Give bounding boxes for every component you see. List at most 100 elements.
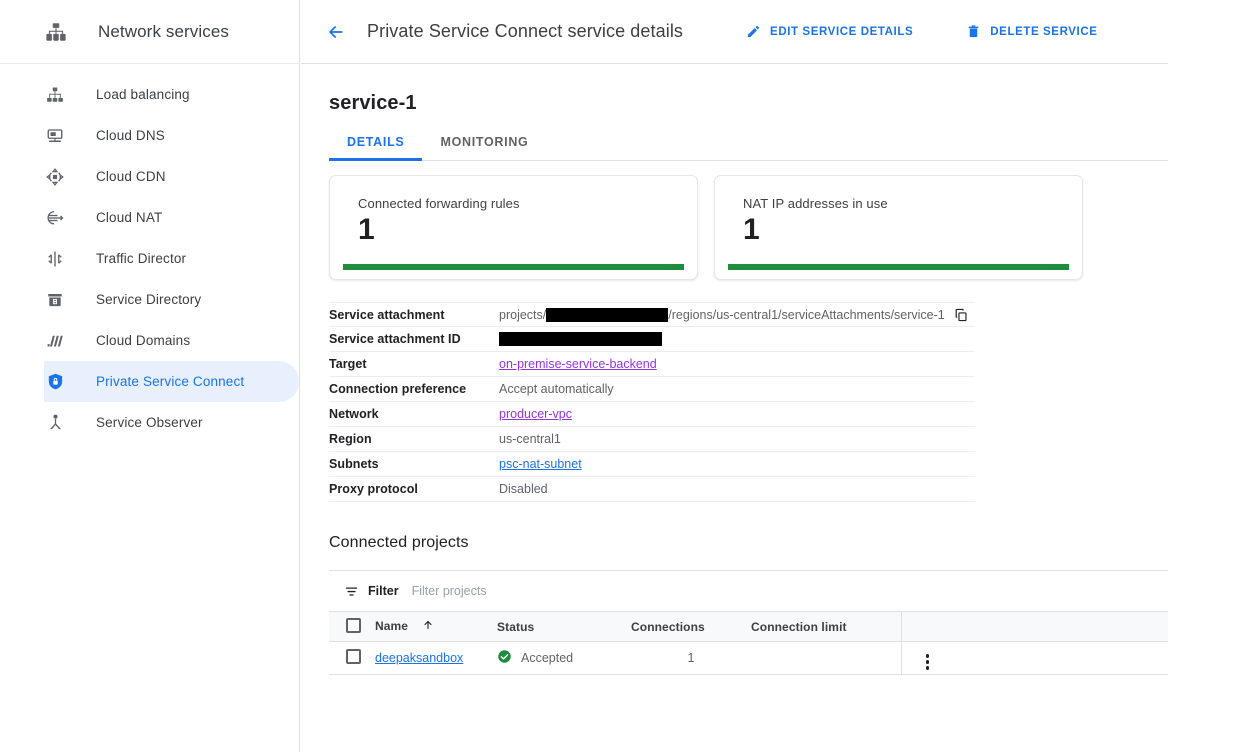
connected-projects-panel: Filter Filter projects Name xyxy=(329,570,1168,675)
detail-key: Target xyxy=(329,357,367,371)
sidebar-item-label: Cloud CDN xyxy=(96,169,166,184)
filter-input[interactable]: Filter projects xyxy=(411,584,487,598)
header-actions xyxy=(900,611,1168,642)
sidebar-item-label: Service Observer xyxy=(96,415,203,430)
table-row[interactable]: deepaksandbox xyxy=(329,641,1168,675)
row-connections-cell: 1 xyxy=(631,641,751,675)
detail-row-service-attachment-id: Service attachment ID xyxy=(329,327,975,352)
card-progress-bar xyxy=(728,264,1069,270)
sidebar-item-cloud-domains[interactable]: Cloud Domains xyxy=(44,320,299,361)
trash-icon xyxy=(965,23,982,40)
sidebar-title: Network services xyxy=(98,21,230,41)
sort-ascending-icon xyxy=(422,619,434,634)
detail-value: on-premise-service-backend xyxy=(499,357,657,371)
filter-icon xyxy=(343,583,359,599)
pencil-icon xyxy=(745,23,762,40)
sidebar-item-cloud-cdn[interactable]: Cloud CDN xyxy=(44,156,299,197)
cloud-nat-icon xyxy=(44,207,66,229)
detail-row-connection-preference: Connection preference Accept automatical… xyxy=(329,377,975,402)
sidebar-item-service-directory[interactable]: Service Directory xyxy=(44,279,299,320)
connected-projects-table: Name Status Connections Connection limit xyxy=(329,611,1168,675)
detail-value-suffix: /regions/us-central1/serviceAttachments/… xyxy=(668,307,945,322)
header-connections[interactable]: Connections xyxy=(631,611,751,642)
detail-key: Region xyxy=(329,432,372,446)
row-select-cell xyxy=(329,641,375,675)
back-arrow-icon[interactable] xyxy=(323,19,349,45)
row-status-cell: Accepted xyxy=(497,641,631,675)
detail-value: Disabled xyxy=(499,482,548,496)
sidebar-item-label: Cloud DNS xyxy=(96,128,165,143)
detail-row-subnets: Subnets psc-nat-subnet xyxy=(329,452,975,477)
filter-bar[interactable]: Filter Filter projects xyxy=(329,571,1168,611)
sidebar-item-cloud-dns[interactable]: Cloud DNS xyxy=(44,115,299,156)
header-connection-limit[interactable]: Connection limit xyxy=(751,611,901,642)
cloud-domains-icon xyxy=(44,330,66,352)
delete-service-button[interactable]: DELETE SERVICE xyxy=(959,19,1103,44)
copy-icon[interactable] xyxy=(954,308,968,322)
detail-value: producer-vpc xyxy=(499,407,572,421)
load-balancing-icon xyxy=(44,84,66,106)
stat-cards: Connected forwarding rules 1 NAT IP addr… xyxy=(329,175,1168,280)
detail-row-service-attachment: Service attachment projects/ /regions/us… xyxy=(329,302,975,327)
row-checkbox[interactable] xyxy=(346,649,361,664)
target-link[interactable]: on-premise-service-backend xyxy=(499,357,657,371)
network-link[interactable]: producer-vpc xyxy=(499,407,572,421)
sidebar-item-traffic-director[interactable]: Traffic Director xyxy=(44,238,299,279)
top-actions: EDIT SERVICE DETAILS DELETE SERVICE xyxy=(739,19,1103,44)
card-label: Connected forwarding rules xyxy=(358,196,520,211)
private-service-connect-icon xyxy=(44,371,66,393)
service-observer-icon xyxy=(44,412,66,434)
detail-key: Connection preference xyxy=(329,382,467,396)
detail-key: Proxy protocol xyxy=(329,482,418,496)
content-area: service-1 DETAILS MONITORING Connected f… xyxy=(301,64,1168,675)
subnets-link[interactable]: psc-nat-subnet xyxy=(499,457,582,471)
sidebar-item-private-service-connect[interactable]: Private Service Connect xyxy=(44,361,299,402)
select-all-checkbox[interactable] xyxy=(346,617,361,633)
kebab-menu-icon[interactable] xyxy=(925,654,929,670)
page-title: service-1 xyxy=(329,92,417,114)
edit-service-details-button[interactable]: EDIT SERVICE DETAILS xyxy=(739,19,919,44)
page-header-title: Private Service Connect service details xyxy=(367,21,684,41)
header-name-label: Name xyxy=(375,618,409,633)
table-header-row: Name Status Connections Connection limit xyxy=(329,611,1168,642)
sidebar-item-cloud-nat[interactable]: Cloud NAT xyxy=(44,197,299,238)
card-value: 1 xyxy=(358,213,375,246)
detail-value-prefix: projects/ xyxy=(499,307,547,322)
header-status[interactable]: Status xyxy=(497,611,631,642)
sidebar-item-label: Traffic Director xyxy=(96,251,187,266)
service-details-list: Service attachment projects/ /regions/us… xyxy=(329,302,975,502)
project-name-link[interactable]: deepaksandbox xyxy=(375,651,464,665)
sidebar-item-label: Private Service Connect xyxy=(96,374,245,389)
sidebar-item-label: Load balancing xyxy=(96,87,190,102)
sidebar: Network services xyxy=(0,0,300,752)
header-select-all xyxy=(329,611,375,642)
sidebar-item-load-balancing[interactable]: Load balancing xyxy=(44,74,299,115)
detail-row-region: Region us-central1 xyxy=(329,427,975,452)
tab-bar: DETAILS MONITORING xyxy=(329,135,1168,161)
detail-key: Service attachment ID xyxy=(329,332,461,346)
detail-row-target: Target on-premise-service-backend xyxy=(329,352,975,377)
sidebar-header: Network services xyxy=(0,0,299,64)
card-connected-forwarding-rules: Connected forwarding rules 1 xyxy=(329,175,698,280)
detail-value: us-central1 xyxy=(499,432,561,446)
card-nat-ip-addresses-in-use: NAT IP addresses in use 1 xyxy=(714,175,1083,280)
sidebar-nav: Load balancing Cloud DNS xyxy=(0,64,299,443)
tab-details[interactable]: DETAILS xyxy=(329,135,423,161)
service-directory-icon xyxy=(44,289,66,311)
sidebar-item-service-observer[interactable]: Service Observer xyxy=(44,402,299,443)
row-name-cell: deepaksandbox xyxy=(375,641,497,675)
detail-value xyxy=(499,332,662,346)
row-connection-limit-cell xyxy=(751,641,901,675)
card-value: 1 xyxy=(743,213,760,246)
tab-monitoring[interactable]: MONITORING xyxy=(422,135,546,160)
header-name[interactable]: Name xyxy=(375,611,497,642)
main-panel: Private Service Connect service details … xyxy=(301,0,1168,752)
traffic-director-icon xyxy=(44,248,66,270)
edit-service-details-label: EDIT SERVICE DETAILS xyxy=(770,25,914,38)
delete-service-label: DELETE SERVICE xyxy=(990,25,1098,38)
check-circle-icon xyxy=(497,649,512,667)
sidebar-item-label: Service Directory xyxy=(96,292,202,307)
cloud-dns-icon xyxy=(44,125,66,147)
redacted-service-attachment-id xyxy=(499,332,662,346)
detail-key: Service attachment xyxy=(329,307,445,322)
